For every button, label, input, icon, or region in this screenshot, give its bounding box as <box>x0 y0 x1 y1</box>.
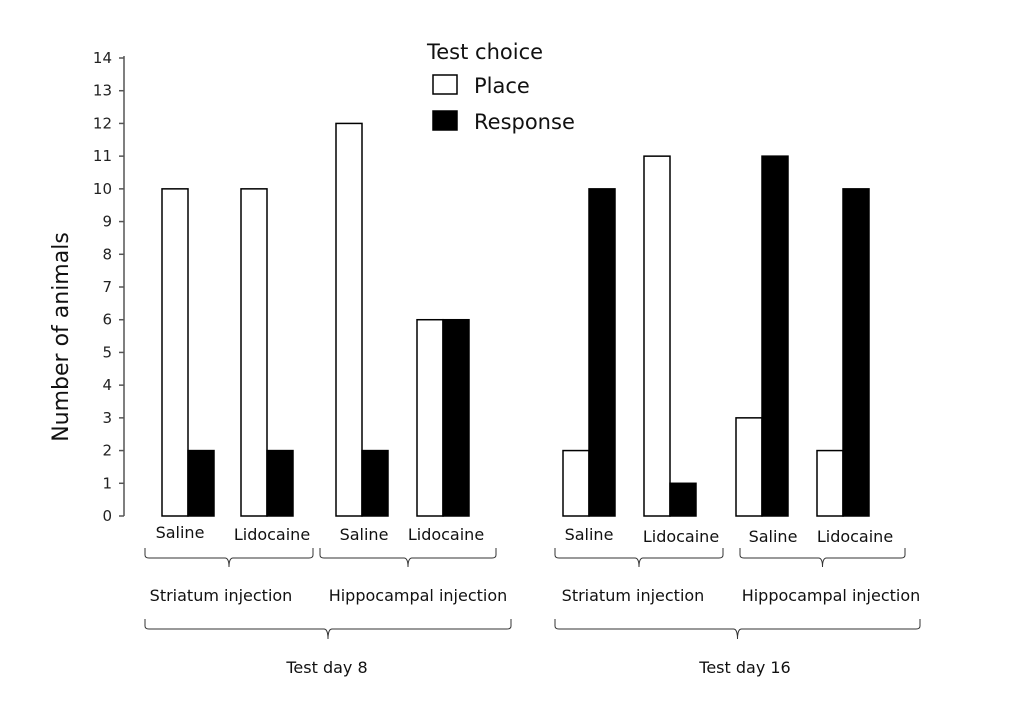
bar-response-3 <box>361 449 389 517</box>
y-tick-label: 8 <box>102 245 112 263</box>
injection-group-label: Striatum injection <box>562 586 705 605</box>
y-tick-label: 9 <box>102 213 112 231</box>
bar-response-2 <box>266 449 294 517</box>
legend: Test choice Place Response <box>426 40 575 134</box>
bar-place-7 <box>735 417 763 517</box>
legend-label-response: Response <box>474 110 575 134</box>
y-axis-label: Number of animals <box>49 232 74 442</box>
bar-response-5 <box>588 188 616 517</box>
legend-swatch-place <box>432 74 458 95</box>
injection-bracket <box>739 548 906 568</box>
category-label: Lidocaine <box>643 527 719 546</box>
y-tick-label: 10 <box>93 180 112 198</box>
day-group-label: Test day 16 <box>698 658 790 677</box>
bars <box>161 122 870 517</box>
y-tick-label: 11 <box>93 147 112 165</box>
injection-group-label: Striatum injection <box>150 586 293 605</box>
injection-group-label: Hippocampal injection <box>329 586 508 605</box>
bar-response-7 <box>761 155 789 517</box>
category-label: Lidocaine <box>408 525 484 544</box>
y-tick-label: 6 <box>102 311 112 329</box>
bar-place-3 <box>335 122 363 517</box>
bar-place-2 <box>240 188 268 517</box>
bar-response-8 <box>842 188 870 517</box>
day-bracket <box>554 619 921 640</box>
bar-place-4 <box>416 318 444 517</box>
category-label: Saline <box>749 527 798 546</box>
bar-response-6 <box>669 482 697 517</box>
bar-place-8 <box>816 449 844 517</box>
legend-swatch-response <box>432 110 458 131</box>
bar-place-5 <box>562 449 590 517</box>
y-tick-label: 3 <box>102 409 112 427</box>
legend-label-place: Place <box>474 74 530 98</box>
category-label: Saline <box>565 525 614 544</box>
y-tick-label: 2 <box>102 442 112 460</box>
category-label: Saline <box>340 525 389 544</box>
bar-place-6 <box>643 155 671 517</box>
day-group-label: Test day 8 <box>285 658 367 677</box>
bar-response-1 <box>187 449 215 517</box>
category-label: Saline <box>156 523 205 542</box>
y-tick-label: 5 <box>102 343 112 361</box>
injection-bracket <box>144 548 314 568</box>
y-tick-label: 12 <box>93 114 112 132</box>
category-labels: Saline Lidocaine Saline Lidocaine Saline Lido… <box>156 523 894 546</box>
bar-place-1 <box>161 188 189 517</box>
category-label: Lidocaine <box>817 527 893 546</box>
y-tick-label: 0 <box>102 507 112 525</box>
y-tick-label: 1 <box>102 474 112 492</box>
group-brackets: Striatum injection Hippocampal injection S… <box>144 548 921 677</box>
injection-bracket <box>554 548 724 568</box>
y-tick-label: 13 <box>93 82 112 100</box>
legend-title: Test choice <box>426 40 543 64</box>
day-bracket <box>144 619 512 640</box>
injection-bracket <box>319 548 497 568</box>
y-tick-label: 4 <box>102 376 112 394</box>
injection-group-label: Hippocampal injection <box>742 586 921 605</box>
y-tick-label: 7 <box>102 278 112 296</box>
bar-response-4 <box>442 318 470 517</box>
y-tick-label: 14 <box>93 49 112 67</box>
category-label: Lidocaine <box>234 525 310 544</box>
